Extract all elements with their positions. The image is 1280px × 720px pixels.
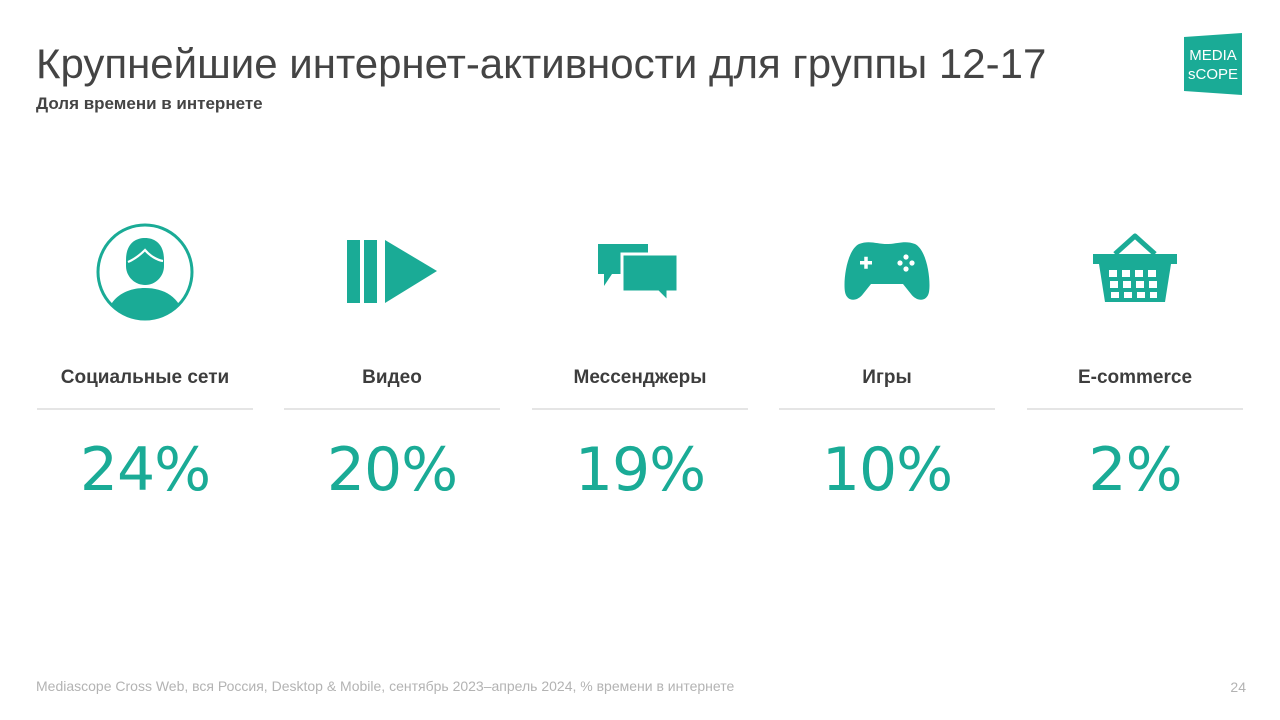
shopping-basket-icon: [1093, 233, 1177, 302]
activity-value: 2%: [1088, 435, 1182, 505]
activity-card-ecommerce: E-commerce 2%: [1027, 220, 1243, 510]
activity-card-games: Игры 10%: [779, 220, 995, 510]
divider: [532, 408, 748, 410]
divider: [37, 408, 253, 410]
svg-text:sCOPE: sCOPE: [1188, 66, 1238, 83]
activity-card-messengers: Мессенджеры 19%: [532, 220, 748, 510]
mediascope-logo: MEDIA sCOPE: [1184, 33, 1242, 95]
activity-label: E-commerce: [1077, 367, 1193, 388]
activity-card-video: Видео 20%: [284, 220, 500, 510]
gamepad-icon: [844, 242, 930, 300]
activity-value: 19%: [574, 435, 706, 505]
source-note: Mediascope Cross Web, вся Россия, Deskto…: [36, 678, 735, 694]
divider: [284, 408, 500, 410]
activity-value: 10%: [821, 435, 953, 505]
divider: [779, 408, 995, 410]
activity-label: Мессенджеры: [573, 367, 707, 388]
activity-label: Игры: [862, 367, 912, 388]
chat-bubbles-icon: [598, 244, 680, 306]
page-number: 24: [1230, 679, 1246, 695]
activity-value: 20%: [326, 435, 458, 505]
person-icon: [96, 223, 194, 321]
activity-value: 24%: [79, 435, 211, 505]
play-icon: [347, 240, 437, 303]
page-title: Крупнейшие интернет-активности для групп…: [36, 40, 1047, 87]
svg-text:MEDIA: MEDIA: [1189, 47, 1237, 64]
activity-card-social: Социальные сети 24%: [37, 220, 253, 510]
activity-label: Социальные сети: [60, 367, 230, 388]
activity-label: Видео: [362, 367, 422, 388]
divider: [1027, 408, 1243, 410]
page-subtitle: Доля времени в интернете: [36, 94, 263, 113]
